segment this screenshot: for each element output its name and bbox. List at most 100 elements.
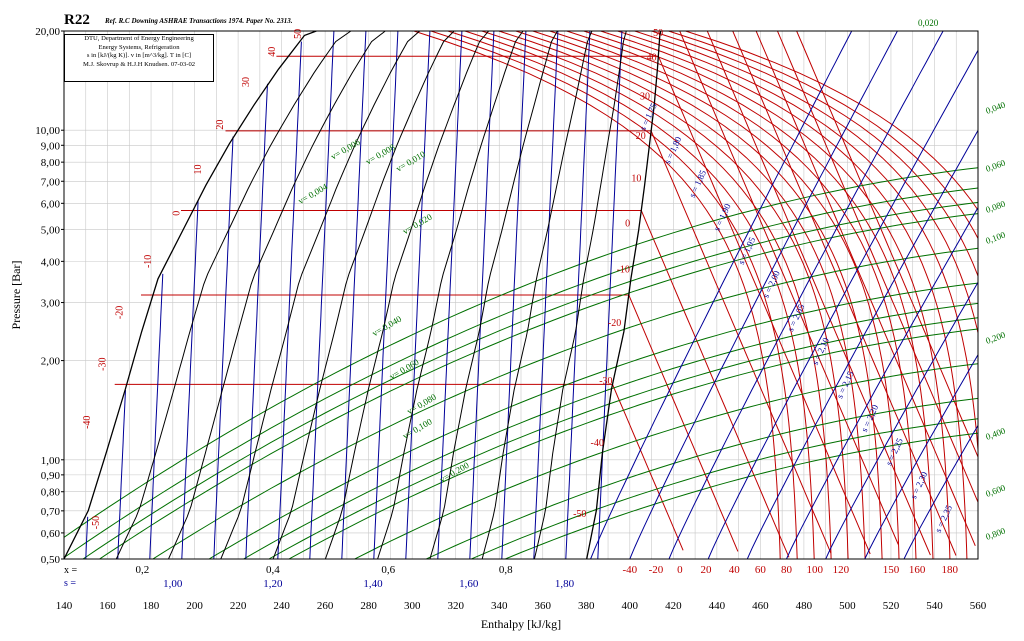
y-tick-label: 20,00 [35,26,60,38]
vapor-temperature-label: -20 [608,318,621,329]
y-tick-label: 1,00 [41,455,61,467]
isochore-edge-label: 0,800 [984,525,1007,541]
temperature-label: -20 [649,564,664,576]
isochore-edge-label: 0,020 [918,18,939,28]
vapor-temperature-label: -40 [590,438,603,449]
chart-reference: Ref. R.C Downing ASHRAE Transactions 197… [105,17,293,25]
isochore-edge-label: 0,600 [984,482,1007,498]
liquid-temperature-label: -50 [91,516,102,529]
x-tick-label: 280 [360,600,377,612]
isochore-label: v= 0,020 [401,211,434,236]
y-tick-label: 0,50 [41,554,61,566]
x-tick-label: 500 [839,600,856,612]
x-tick-label: 260 [317,600,334,612]
x-tick-label: 200 [186,600,203,612]
y-tick-label: 3,00 [41,298,61,310]
s-label: 1,20 [263,578,283,590]
isochore-edge-label: 0,400 [984,425,1007,441]
vapor-temperature-label: 10 [631,173,641,184]
isentrope-label: s = 2,15 [834,369,855,400]
curves-layer [64,0,1024,630]
liquid-temperature-label: 40 [267,47,278,57]
isotherm-line [115,384,683,550]
isentrope-line [747,31,1024,559]
temperature-label: 80 [781,564,793,576]
y-tick-label: 0,70 [41,506,61,518]
temperature-label: 120 [833,564,850,576]
isentrope-label: s = 1,80 [662,135,683,166]
info-box: DTU, Department of Energy Engineering En… [64,34,214,82]
isentrope-label: s = 1,75 [638,101,659,132]
vapor-temperature-label: 40 [647,52,657,63]
liquid-temperature-label: 50 [293,29,304,39]
x-tick-label: 380 [578,600,595,612]
isochore-edge-label: 0,100 [984,229,1007,245]
quality-label: 0,4 [266,564,280,576]
s-row-label: s = [64,578,76,589]
s-label: 1,40 [363,578,383,590]
x-tick-label: 340 [491,600,508,612]
temperature-label: 150 [883,564,900,576]
y-tick-label: 0,80 [41,487,61,499]
x-tick-label: 220 [230,600,247,612]
liquid-temperature-label: 20 [215,120,226,130]
vapor-temperature-label: -30 [599,376,612,387]
info-line: DTU, Department of Energy Engineering [65,35,213,44]
isentrope-label: s = 2,10 [810,336,831,367]
y-tick-label: 0,60 [41,528,61,540]
vapor-temperature-label: -50 [573,509,586,520]
temperature-label: 180 [941,564,958,576]
isochore-label: v= 0,100 [401,416,434,441]
isochore-line [64,186,1000,558]
x-tick-label: 400 [622,600,639,612]
liquid-temperature-label: -10 [143,255,154,268]
y-tick-label: 7,00 [41,176,61,188]
x-tick-label: 360 [535,600,552,612]
x-axis-label: Enthalpy [kJ/kg] [481,617,561,631]
isochore-label: v= 0,040 [370,313,403,338]
y-tick-label: 8,00 [41,157,61,169]
vapor-temperature-label: 30 [640,91,650,102]
isochore-edge-label: 0,040 [984,99,1007,115]
vapor-temperature-label: 50 [653,28,663,39]
x-tick-label: 160 [99,600,116,612]
y-axis-label: Pressure [Bar] [9,261,23,330]
isochore-line [358,431,1000,627]
temperature-label: 160 [909,564,926,576]
liquid-temperature-label: 30 [241,77,252,87]
isochore-line [227,361,1000,629]
liquid-temperature-label: -30 [97,358,108,371]
y-tick-label: 6,00 [41,198,61,210]
isochore-line [97,281,1000,631]
x-tick-label: 540 [926,600,943,612]
vapor-temperature-label: 20 [636,131,646,142]
quality-row-label: x = [64,565,78,576]
y-tick-label: 0,90 [41,470,61,482]
y-tick-label: 2,00 [41,356,61,368]
isentrope-label: s = 1,90 [711,202,732,233]
x-tick-label: 320 [447,600,464,612]
isochore-edge-label: 0,200 [984,329,1007,345]
isentrope-line [214,137,233,559]
temperature-label: -40 [622,564,637,576]
x-tick-label: 180 [143,600,160,612]
temperature-label: 40 [729,564,741,576]
x-tick-label: 420 [665,600,682,612]
x-tick-label: 300 [404,600,421,612]
quality-label: 0,8 [499,564,513,576]
isentrope-label: s = 2,25 [884,436,905,467]
info-line: M.J. Skovrup & H.J.H Knudsen. 07-03-02 [65,61,213,70]
isentrope-label: s = 1,85 [687,168,708,199]
chart-title: R22 [64,12,90,29]
isochore-edge-label: 0,080 [984,198,1007,214]
isochore-edge-label: 0,060 [984,157,1007,173]
vapor-temperature-label: -10 [617,265,630,276]
vapor-temperature-label: 0 [625,219,630,230]
quality-label: 0,2 [135,564,149,576]
info-line: s in [kJ/(kg K)]. v in [m^3/kg]. T in [C… [65,52,213,61]
s-label: 1,80 [555,578,575,590]
x-tick-label: 240 [273,600,290,612]
isochore-label: v= 0,004 [296,181,329,206]
quality-label: 0,6 [381,564,395,576]
